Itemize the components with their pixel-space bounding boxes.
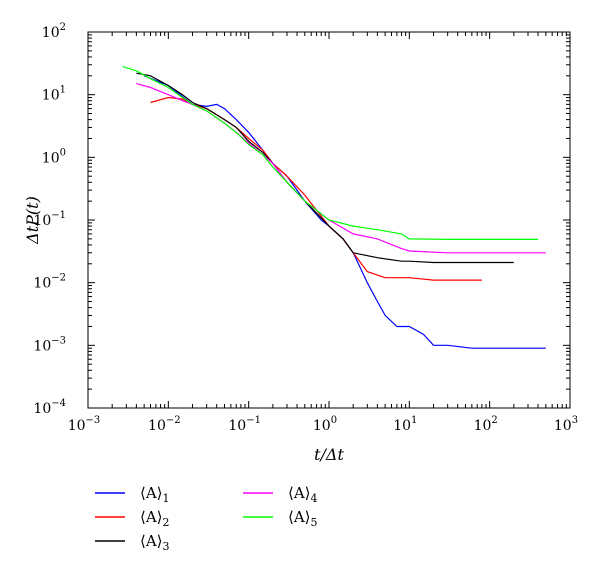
y-tick-label: 10−1 [33,210,66,229]
tick-layer: 10−3 10−2 10−1 100 101 102 10310−410−310−210−1… [33,22,578,434]
x-tick-label: 10−3 [68,415,101,434]
x-tick-label: 103 [554,415,578,434]
y-tick-label: 101 [42,85,66,104]
x-tick-label: 101 [393,415,417,434]
x-axis-label: t/Δt [314,445,344,464]
y-axis-label: ΔtP(t) [23,196,42,245]
legend-label-2: ⟨A⟩2 [140,508,170,529]
y-tick-label: 10−4 [33,398,66,417]
y-tick-label: 100 [42,147,66,166]
x-tick-label: 100 [313,415,337,434]
series-line-5 [122,66,538,240]
legend-label-4: ⟨A⟩4 [288,484,318,505]
x-tick-label: 10−1 [228,415,261,434]
series-line-1 [143,75,546,349]
legend: ⟨A⟩1 ⟨A⟩2 ⟨A⟩3 ⟨A⟩4 ⟨A⟩5 [95,484,318,553]
series-line-3 [136,72,514,264]
series-line-2 [150,96,482,281]
legend-label-1: ⟨A⟩1 [140,484,170,505]
legend-label-5: ⟨A⟩5 [288,508,318,529]
series-layer [122,66,546,349]
y-tick-label: 10−3 [33,335,66,354]
x-tick-label: 102 [474,415,498,434]
legend-label-3: ⟨A⟩3 [140,532,170,553]
series-line-4 [136,83,546,254]
y-tick-label: 102 [42,22,66,41]
y-tick-label: 10−2 [33,273,66,292]
x-tick-label: 10−2 [148,415,181,434]
